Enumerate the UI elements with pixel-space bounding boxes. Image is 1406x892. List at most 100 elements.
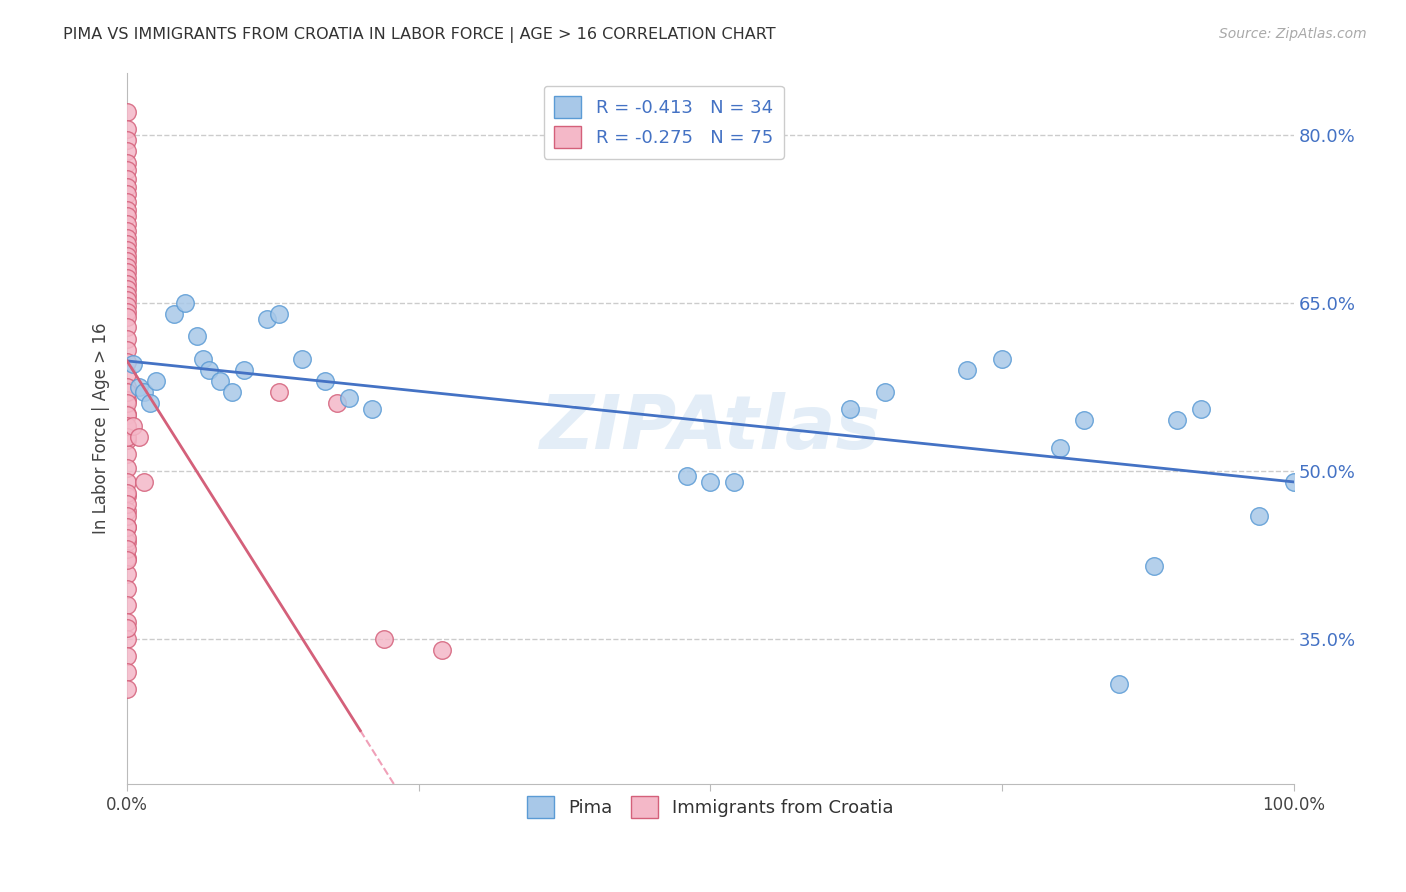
Text: ZIPAtlas: ZIPAtlas [540, 392, 882, 466]
Point [115, 420, 138, 434]
Point [1143, 558, 1166, 573]
Point [115, 535, 138, 549]
Text: Source: ZipAtlas.com: Source: ZipAtlas.com [1219, 27, 1367, 41]
Point [145, 374, 167, 388]
Point [115, 542, 138, 557]
Point [676, 469, 699, 483]
Point [115, 434, 138, 448]
Point [115, 504, 138, 518]
Point [326, 396, 349, 410]
Point [430, 643, 453, 657]
Point [197, 363, 219, 377]
Point [115, 475, 138, 489]
Point [1073, 413, 1095, 427]
Point [115, 310, 138, 325]
Point [115, 486, 138, 500]
Point [121, 357, 143, 371]
Point [115, 243, 138, 257]
Point [839, 402, 862, 417]
Point [115, 380, 138, 394]
Point [115, 265, 138, 279]
Point [115, 145, 138, 159]
Point [361, 402, 384, 417]
Point [267, 307, 290, 321]
Point [115, 418, 138, 433]
Point [115, 282, 138, 296]
Point [121, 418, 143, 433]
Point [115, 598, 138, 612]
Point [115, 271, 138, 285]
Point [115, 551, 138, 566]
Point [699, 475, 721, 489]
Point [115, 293, 138, 308]
Point [1282, 475, 1305, 489]
Point [163, 307, 186, 321]
Point [723, 475, 745, 489]
Point [134, 475, 156, 489]
Point [115, 368, 138, 382]
Point [256, 312, 278, 326]
Point [115, 343, 138, 357]
Point [115, 194, 138, 209]
Point [174, 295, 197, 310]
Point [115, 632, 138, 646]
Point [209, 374, 232, 388]
Point [267, 385, 290, 400]
Point [115, 230, 138, 244]
Point [115, 163, 138, 178]
Point [115, 393, 138, 408]
Point [115, 299, 138, 313]
Point [991, 351, 1014, 366]
Point [115, 355, 138, 369]
Point [115, 237, 138, 252]
Point [128, 430, 150, 444]
Point [115, 217, 138, 231]
Point [115, 155, 138, 169]
Point [115, 490, 138, 504]
Point [115, 331, 138, 345]
Point [186, 329, 208, 343]
Point [115, 497, 138, 511]
Point [221, 385, 243, 400]
Point [115, 615, 138, 629]
Point [115, 172, 138, 186]
Point [115, 254, 138, 268]
Point [115, 180, 138, 194]
Point [115, 385, 138, 400]
Point [115, 407, 138, 421]
Point [115, 430, 138, 444]
Point [134, 385, 156, 400]
Point [115, 260, 138, 274]
Y-axis label: In Labor Force | Age > 16: In Labor Force | Age > 16 [93, 323, 110, 534]
Point [128, 380, 150, 394]
Point [115, 396, 138, 410]
Point [115, 582, 138, 597]
Point [115, 621, 138, 635]
Point [115, 304, 138, 318]
Point [1049, 442, 1071, 456]
Point [1247, 508, 1270, 523]
Point [115, 520, 138, 534]
Legend: Pima, Immigrants from Croatia: Pima, Immigrants from Croatia [520, 789, 901, 825]
Text: PIMA VS IMMIGRANTS FROM CROATIA IN LABOR FORCE | AGE > 16 CORRELATION CHART: PIMA VS IMMIGRANTS FROM CROATIA IN LABOR… [63, 27, 776, 43]
Point [956, 363, 979, 377]
Point [115, 122, 138, 136]
Point [191, 351, 214, 366]
Point [115, 249, 138, 263]
Point [314, 374, 336, 388]
Point [115, 288, 138, 302]
Point [1108, 676, 1130, 690]
Point [1166, 413, 1188, 427]
Point [373, 632, 395, 646]
Point [139, 396, 162, 410]
Point [115, 320, 138, 334]
Point [115, 648, 138, 663]
Point [115, 186, 138, 201]
Point [115, 520, 138, 534]
Point [291, 351, 314, 366]
Point [115, 508, 138, 523]
Point [115, 447, 138, 461]
Point [1189, 402, 1212, 417]
Point [115, 665, 138, 680]
Point [115, 210, 138, 224]
